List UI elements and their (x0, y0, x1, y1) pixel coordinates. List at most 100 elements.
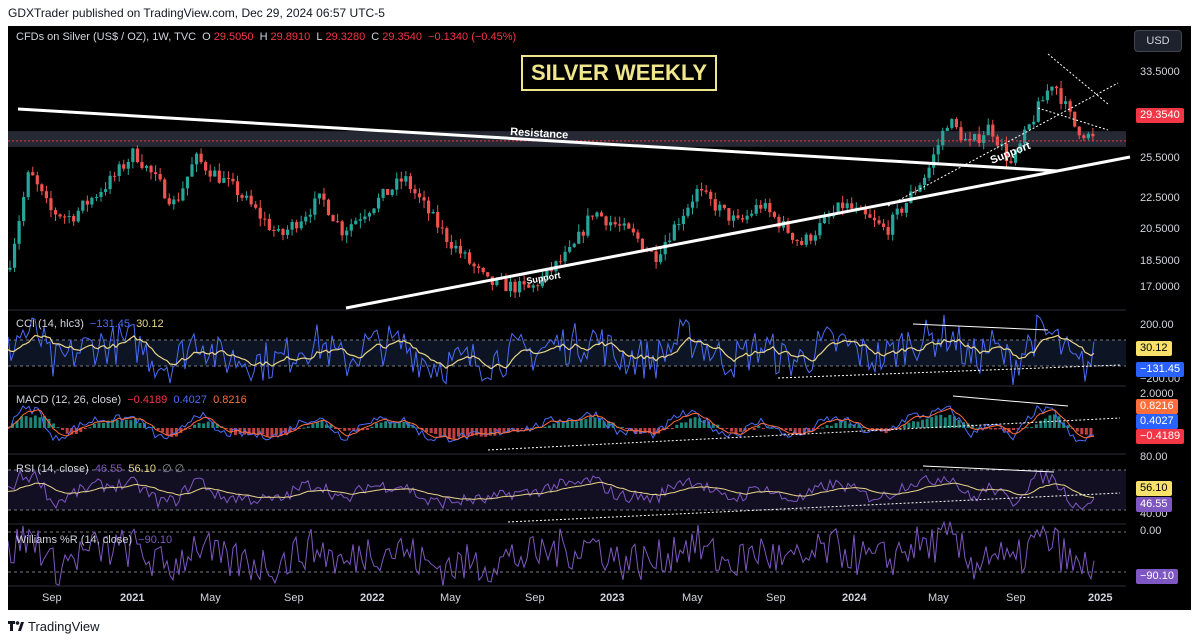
macd-support-line (487, 417, 1121, 451)
price-axis-label: 25.5000 (1140, 152, 1180, 164)
candle-body (768, 203, 772, 213)
time-axis-label: 2024 (842, 592, 867, 604)
candle-body (663, 242, 667, 255)
macd-line (8, 405, 1095, 443)
macd-histogram-bar (1021, 428, 1025, 429)
candle-body (1091, 133, 1095, 137)
candle-body (1004, 143, 1009, 162)
time-axis-label: 2025 (1088, 592, 1113, 604)
macd-histogram-bar (598, 418, 601, 428)
candle-body (304, 216, 308, 222)
candle-body (49, 198, 53, 211)
macd-histogram-bar (284, 428, 288, 434)
rsi-ma-tag: 56.10 (1136, 481, 1172, 496)
candle-body (1027, 124, 1031, 130)
macd-histogram-bar (1002, 428, 1006, 432)
candle-body (445, 228, 449, 243)
candle-body (913, 191, 918, 193)
currency-button[interactable]: USD (1134, 30, 1182, 52)
macd-histogram-bar (784, 428, 788, 431)
rsi-extra: ∅ ∅ (162, 463, 185, 475)
macd-histogram-bar (29, 417, 33, 428)
candle-body (81, 200, 85, 211)
macd-name: MACD (12, 26, close) (16, 394, 122, 406)
candle-body (904, 202, 908, 213)
candle-body (695, 188, 699, 202)
macd-line-value: 0.4027 (173, 394, 208, 406)
candle-body (973, 134, 977, 141)
macd-histogram-bar (729, 428, 733, 432)
candle-body (763, 203, 767, 209)
cci-legend: CCI (14, hlc3) −131.45 30.12 (16, 318, 167, 330)
candle-body (1082, 135, 1086, 139)
candle-body (44, 191, 48, 199)
macd-histogram-bar (761, 428, 765, 429)
macd-histogram-bar (570, 420, 574, 428)
macd-histogram-bar (197, 422, 201, 428)
macd-histogram-bar (971, 424, 975, 428)
macd-histogram-bar (807, 428, 811, 432)
candle-body (563, 251, 567, 262)
cci-signal-tag: 30.12 (1136, 341, 1172, 356)
rsi-divergence-line (922, 465, 1055, 473)
macd-histogram-bar (702, 420, 706, 428)
macd-histogram-bar (898, 428, 902, 429)
cci-signal-line (8, 334, 1095, 370)
macd-histogram-bar (365, 428, 369, 430)
macd-histogram-bar (52, 423, 55, 428)
candle-body (249, 195, 253, 205)
time-axis-label: Sep (284, 592, 304, 604)
candle-body (204, 162, 208, 171)
candle-body (135, 148, 139, 163)
candle-body (527, 284, 531, 288)
macd-histogram-bar (416, 427, 419, 429)
macd-histogram-bar (1016, 428, 1020, 430)
support-dotted-line (887, 82, 1119, 207)
close-value: 29.3540 (382, 31, 423, 43)
macd-histogram-bar (411, 425, 415, 428)
macd-histogram-bar (47, 418, 51, 428)
macd-histogram-bar (907, 422, 911, 428)
rsi-ma-line (8, 481, 1095, 500)
candle-body (891, 214, 895, 235)
williams-line (8, 520, 1095, 587)
macd-histogram-bar (274, 428, 278, 435)
candle-body (822, 217, 827, 224)
macd-hist-tag: −0.4189 (1136, 429, 1185, 444)
candle-body (577, 231, 581, 244)
candle-body (367, 213, 372, 217)
candle-body (804, 234, 808, 245)
candle-body (1086, 133, 1090, 139)
candle-body (117, 164, 121, 177)
rsi-axis-label: 80.00 (1140, 451, 1168, 463)
candle-body (777, 216, 781, 228)
chart-area[interactable]: Resistance Support Support CFDs on Silver … (8, 26, 1191, 610)
macd-histogram-bar (202, 423, 206, 428)
macd-histogram-bar (147, 427, 151, 429)
candle-body (604, 216, 608, 226)
candle-body (1054, 86, 1059, 89)
candle-body (126, 161, 130, 169)
candle-body (213, 170, 217, 177)
macd-histogram-bar (1012, 428, 1016, 431)
macd-histogram-bar (466, 428, 470, 436)
candle-body (40, 184, 44, 192)
macd-histogram-bar (24, 416, 28, 428)
macd-histogram-bar (975, 427, 979, 429)
macd-histogram-bar (92, 423, 96, 428)
channel-line (1037, 107, 1109, 131)
candle-body (622, 223, 626, 226)
candle-body (472, 263, 476, 267)
candle-body (285, 229, 290, 235)
macd-histogram-bar (129, 420, 133, 428)
macd-legend: MACD (12, 26, close) −0.4189 0.4027 0.82… (16, 394, 250, 406)
rsi-value-tag: 46.55 (1136, 497, 1172, 512)
candle-body (959, 127, 963, 141)
candle-body (1018, 143, 1022, 151)
macd-histogram-bar (625, 428, 629, 429)
candle-body (590, 215, 594, 217)
macd-histogram-bar (857, 424, 861, 428)
macd-histogram-bar (434, 428, 438, 434)
candle-body (94, 196, 99, 198)
